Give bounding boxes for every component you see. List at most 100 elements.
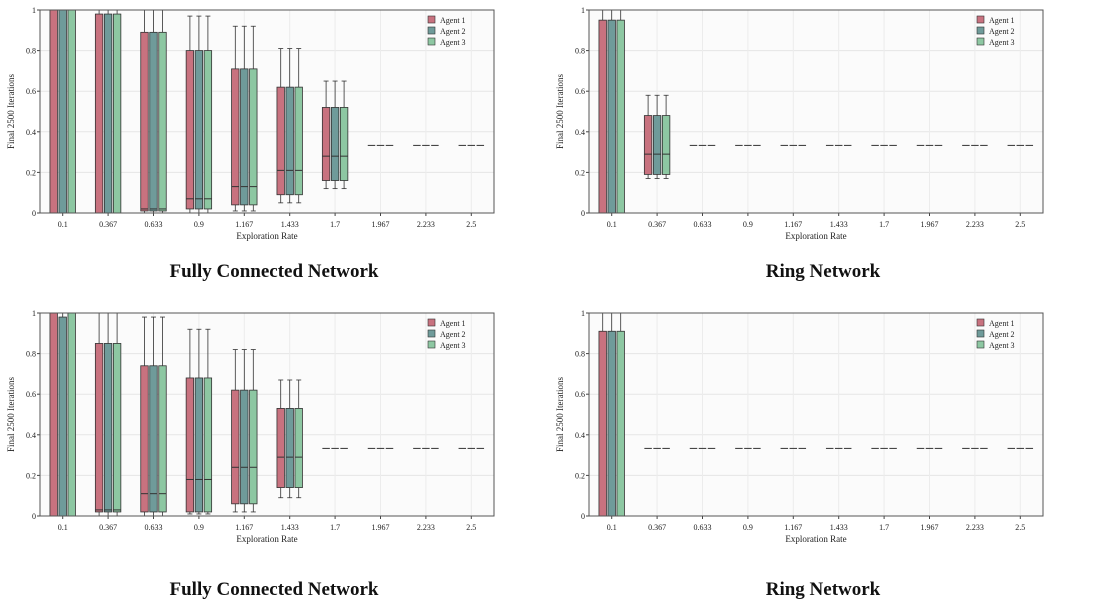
box — [294, 86, 303, 196]
box — [231, 389, 240, 505]
legend-label: Agent 1 — [989, 16, 1015, 25]
x-tick-label: 0.1 — [607, 220, 617, 229]
box — [194, 377, 204, 513]
x-tick-label: 1.167 — [235, 523, 253, 532]
y-axis-label: Final 2500 Iterations — [6, 74, 16, 149]
chart-panel-bottom-left: 0 0.2 0.4 0.6 0.8 1 0.1 0.367 0.633 0.9 1.167 1.433… — [0, 303, 548, 605]
box — [203, 377, 213, 513]
box — [49, 312, 58, 517]
x-tick-label: 2.233 — [417, 220, 435, 229]
x-axis-label: Exploration Rate — [785, 534, 846, 544]
box — [339, 107, 349, 181]
box-plot-chart: 0 0.2 0.4 0.6 0.8 1 0.1 0.367 0.633 0.9 1.167 1.433… — [555, 309, 1044, 544]
x-tick-label: 0.1 — [58, 220, 68, 229]
x-tick-label: 1.7 — [330, 523, 340, 532]
legend-label: Agent 1 — [989, 319, 1015, 328]
x-tick-label: 2.5 — [1015, 220, 1025, 229]
box — [67, 312, 76, 517]
box — [643, 115, 653, 175]
x-tick-label: 1.7 — [879, 523, 889, 532]
legend-label: Agent 3 — [989, 38, 1015, 47]
axes-frame — [588, 312, 1044, 517]
legend-swatch — [976, 26, 985, 35]
x-tick-label: 1.433 — [830, 220, 848, 229]
x-tick-label: 2.5 — [1015, 523, 1025, 532]
legend-swatch — [427, 340, 436, 349]
legend-swatch — [427, 15, 436, 24]
box — [294, 408, 303, 488]
box — [276, 408, 285, 488]
legend-swatch — [976, 318, 985, 327]
legend-swatch — [976, 37, 985, 46]
y-axis-label: Final 2500 Iterations — [555, 74, 565, 149]
legend-label: Agent 2 — [989, 330, 1015, 339]
box-plot-chart: 0 0.2 0.4 0.6 0.8 1 0.1 0.367 0.633 0.9 1.167 1.433… — [6, 309, 495, 544]
box — [598, 19, 607, 214]
legend-swatch — [976, 340, 985, 349]
box — [285, 408, 294, 488]
x-tick-label: 1.433 — [830, 523, 848, 532]
legend-label: Agent 1 — [440, 319, 466, 328]
y-tick-label: 0.6 — [575, 390, 585, 399]
box — [240, 389, 249, 505]
x-tick-label: 2.233 — [966, 523, 984, 532]
x-tick-label: 2.5 — [466, 523, 476, 532]
y-tick-label: 0.8 — [575, 47, 585, 56]
x-axis-label: Exploration Rate — [236, 534, 297, 544]
y-tick-label: 0.6 — [575, 87, 585, 96]
x-tick-label: 0.367 — [648, 220, 666, 229]
box — [58, 316, 67, 517]
x-tick-label: 0.367 — [99, 220, 117, 229]
legend-swatch — [427, 37, 436, 46]
box — [140, 365, 149, 513]
box — [240, 68, 249, 206]
legend-label: Agent 2 — [440, 330, 466, 339]
x-tick-label: 1.967 — [921, 220, 939, 229]
box — [616, 19, 625, 214]
y-tick-label: 0.2 — [26, 471, 36, 480]
y-tick-label: 0.2 — [575, 471, 585, 480]
x-tick-label: 1.167 — [235, 220, 253, 229]
box — [607, 19, 616, 214]
y-tick-label: 0 — [581, 512, 585, 521]
y-axis-label: Final 2500 Iterations — [6, 377, 16, 452]
x-tick-label: 0.9 — [194, 523, 204, 532]
legend-label: Agent 1 — [440, 16, 466, 25]
x-tick-label: 0.1 — [607, 523, 617, 532]
x-tick-label: 1.7 — [330, 220, 340, 229]
box — [49, 9, 58, 214]
x-tick-label: 0.633 — [694, 220, 712, 229]
box — [158, 31, 167, 212]
box — [249, 389, 258, 505]
box — [276, 86, 285, 196]
box — [330, 107, 340, 181]
chart-caption: Fully Connected Network — [169, 579, 379, 600]
x-tick-label: 0.367 — [648, 523, 666, 532]
box-plot-chart: 0 0.2 0.4 0.6 0.8 1 0.1 0.367 0.633 0.9 1.167 1.433… — [555, 6, 1044, 241]
x-tick-label: 1.433 — [281, 523, 299, 532]
box — [616, 330, 625, 517]
axes-frame — [39, 312, 495, 517]
y-tick-label: 0.2 — [575, 168, 585, 177]
y-tick-label: 1 — [32, 6, 36, 15]
box — [194, 50, 204, 210]
y-tick-label: 0.6 — [26, 87, 36, 96]
y-tick-label: 0.4 — [26, 128, 36, 137]
box — [185, 50, 195, 210]
box — [103, 343, 113, 513]
plot-area — [589, 10, 1043, 213]
legend-label: Agent 3 — [440, 38, 466, 47]
x-tick-label: 1.167 — [784, 523, 802, 532]
x-tick-label: 1.967 — [372, 523, 390, 532]
y-tick-label: 0 — [581, 209, 585, 218]
chart-caption: Fully Connected Network — [169, 261, 379, 282]
box — [598, 330, 607, 517]
box — [112, 13, 122, 214]
legend-swatch — [427, 318, 436, 327]
legend-label: Agent 2 — [989, 27, 1015, 36]
box — [94, 343, 104, 513]
y-tick-label: 1 — [581, 6, 585, 15]
x-tick-label: 1.167 — [784, 220, 802, 229]
x-axis-label: Exploration Rate — [236, 231, 297, 241]
x-tick-label: 0.9 — [194, 220, 204, 229]
